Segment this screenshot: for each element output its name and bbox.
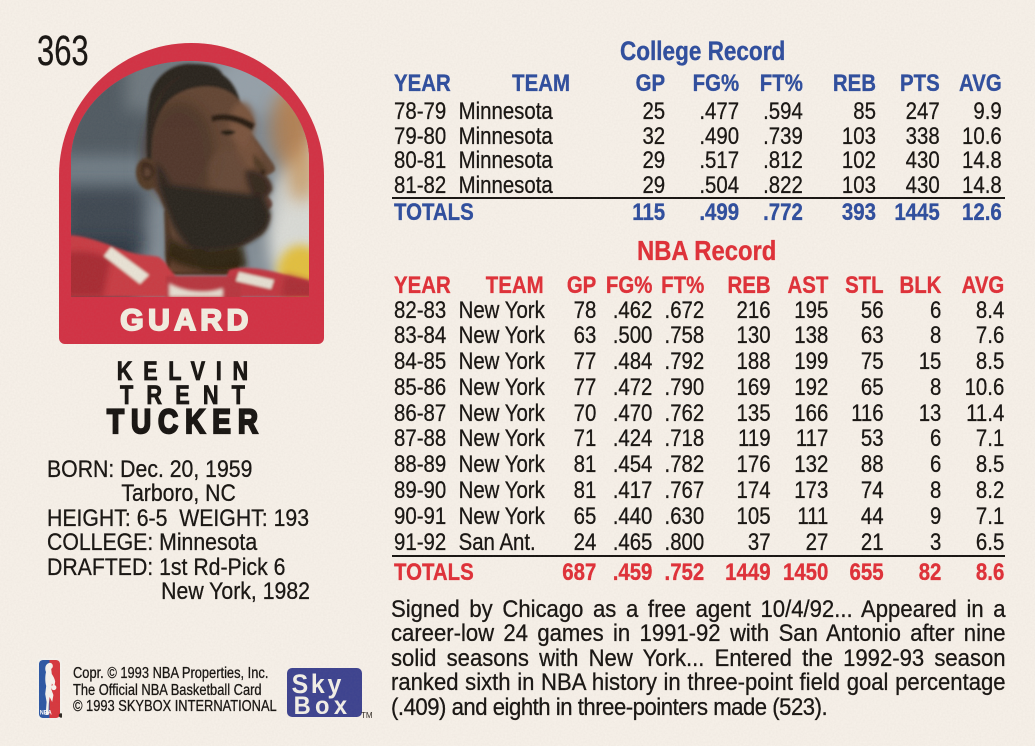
svg-text:Box: Box — [294, 692, 352, 720]
svg-text:TM: TM — [361, 711, 373, 720]
svg-text:NBA: NBA — [40, 710, 53, 716]
